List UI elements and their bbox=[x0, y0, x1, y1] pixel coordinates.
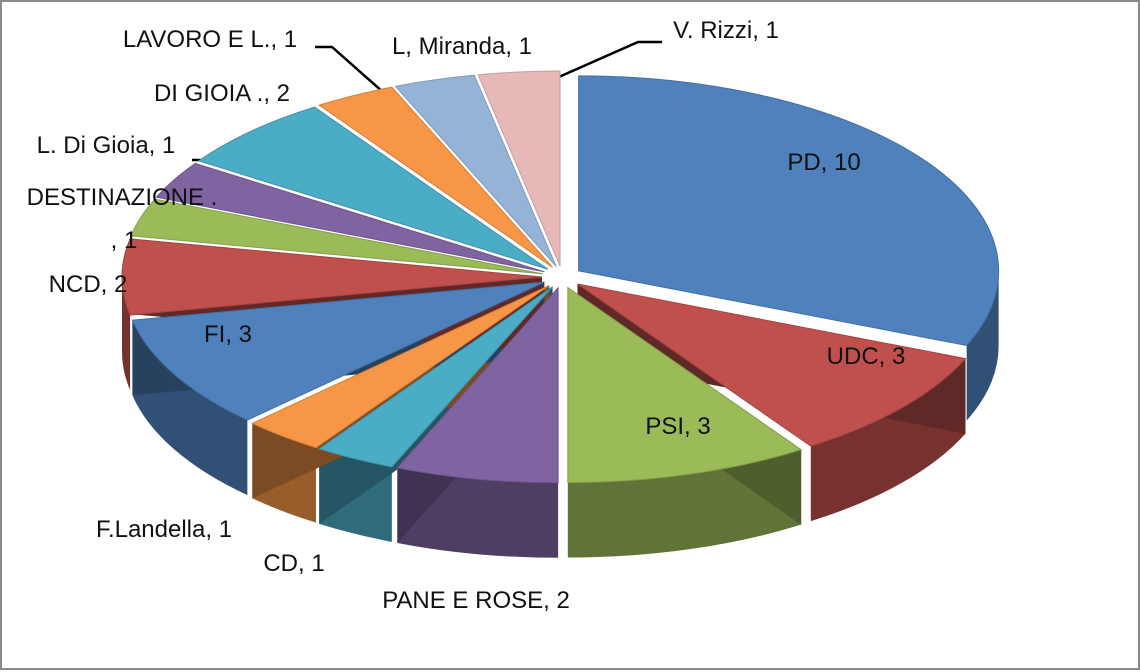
data-label-lavoro-e-l: LAVORO E L., 1 bbox=[123, 26, 297, 53]
slice-f-landella bbox=[251, 285, 550, 449]
slice-l-miranda bbox=[394, 74, 557, 267]
leader-line-v-rizzi bbox=[533, 40, 662, 90]
data-label-di-gioia: DI GIOIA ., 2 bbox=[154, 80, 290, 107]
slice-lavoro-e-l bbox=[318, 86, 553, 268]
data-label-destinazione: DESTINAZIONE . bbox=[27, 184, 218, 211]
slice-fi bbox=[131, 281, 545, 421]
slice-psi bbox=[567, 286, 803, 484]
slice-udc bbox=[577, 283, 967, 447]
leader-line-lavoro-e-l bbox=[315, 45, 393, 101]
slice-di-gioia bbox=[197, 106, 549, 270]
slice-side-pd bbox=[966, 270, 999, 421]
slice-destinazione bbox=[130, 198, 543, 275]
slice-cd bbox=[318, 286, 553, 468]
slice-pd bbox=[578, 75, 1000, 347]
data-label-l-di-gioia: L. Di Gioia, 1 bbox=[37, 132, 176, 159]
data-label-pane-e-rose: PANE E ROSE, 2 bbox=[382, 587, 570, 614]
slice-v-rizzi bbox=[477, 70, 561, 267]
slice-ncd bbox=[121, 238, 543, 316]
slice-l-di-gioia bbox=[155, 162, 545, 273]
data-label-v-rizzi: V. Rizzi, 1 bbox=[673, 17, 779, 44]
data-label-psi: PSI, 3 bbox=[645, 413, 710, 440]
data-label-cd: CD, 1 bbox=[263, 550, 324, 577]
data-label-ncd: NCD, 2 bbox=[49, 271, 128, 298]
data-label-udc: UDC, 3 bbox=[827, 343, 906, 370]
data-label-destinazione-value: , 1 bbox=[111, 227, 138, 254]
slice-pane-e-rose bbox=[396, 286, 559, 484]
data-label-l-miranda: L, Miranda, 1 bbox=[392, 33, 532, 60]
data-label-fi: FI, 3 bbox=[204, 321, 252, 348]
data-label-pd: PD, 10 bbox=[787, 149, 860, 176]
slice-side-ncd bbox=[122, 277, 131, 391]
data-label-f-landella: F.Landella, 1 bbox=[96, 516, 232, 543]
